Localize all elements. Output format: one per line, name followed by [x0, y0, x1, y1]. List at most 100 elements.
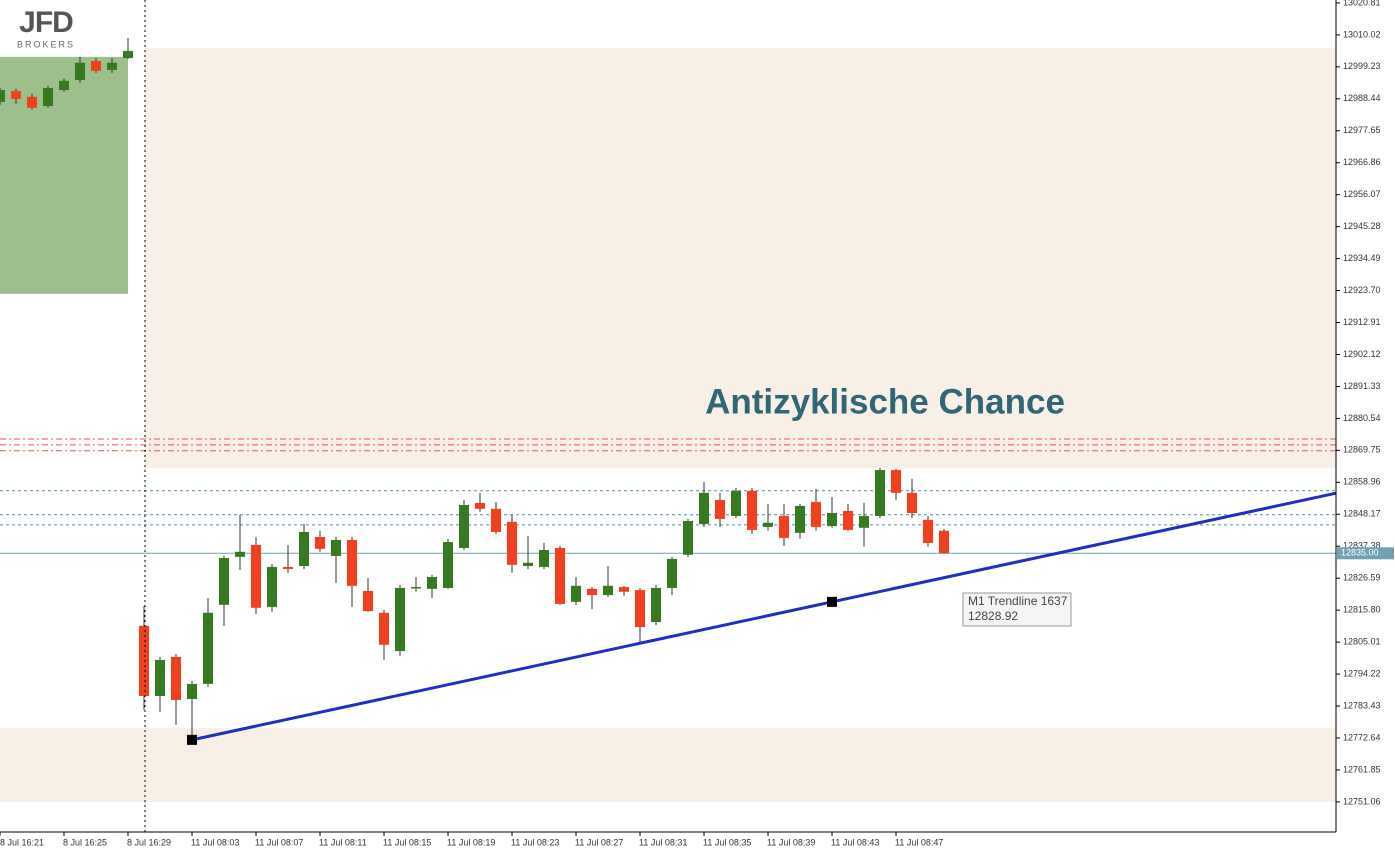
- candle-body: [699, 492, 709, 524]
- candle-body: [427, 576, 437, 589]
- candle-body: [315, 536, 325, 549]
- candle-body: [411, 587, 421, 589]
- candle-body: [875, 470, 885, 516]
- y-tick-label: 12761.85: [1343, 764, 1381, 774]
- candle-body: [475, 502, 485, 509]
- zone: [145, 47, 1336, 468]
- x-tick-label: 11 Jul 08:27: [575, 837, 623, 847]
- y-tick-label: 12783.43: [1343, 700, 1381, 710]
- y-tick-label: 12923.70: [1343, 285, 1381, 295]
- candle-body: [507, 521, 517, 565]
- trendline-name: M1 Trendline 1637: [968, 594, 1068, 608]
- candle-body: [283, 566, 293, 569]
- candle-body: [635, 590, 645, 628]
- y-tick-label: 13020.81: [1343, 0, 1381, 7]
- y-tick-label: 12837.38: [1343, 541, 1381, 551]
- candle-body: [27, 96, 37, 108]
- candle-body: [139, 625, 149, 697]
- y-tick-label: 12977.65: [1343, 125, 1381, 135]
- candle-body: [235, 551, 245, 557]
- candle-body: [523, 562, 533, 567]
- y-tick-label: 12945.28: [1343, 221, 1381, 231]
- candle-body: [763, 522, 773, 527]
- y-tick-label: 12999.23: [1343, 61, 1381, 71]
- y-tick-label: 12794.22: [1343, 668, 1381, 678]
- candle-body: [619, 587, 629, 592]
- trendline-anchor: [187, 734, 197, 745]
- logo-tagline: BROKERS: [17, 39, 75, 49]
- candle-body: [715, 499, 725, 519]
- x-tick-label: 11 Jul 08:11: [319, 837, 367, 847]
- candle-body: [731, 490, 741, 516]
- annotation: Antizyklische Chance: [705, 382, 1065, 421]
- x-tick-label: 11 Jul 08:23: [511, 837, 559, 847]
- y-tick-label: 12956.07: [1343, 189, 1381, 199]
- candle-body: [491, 508, 501, 532]
- candle-body: [667, 558, 677, 588]
- y-tick-label: 12902.12: [1343, 349, 1381, 359]
- candle-body: [187, 683, 197, 700]
- candle-body: [107, 62, 117, 70]
- candle-body: [267, 566, 277, 607]
- candle-body: [907, 492, 917, 514]
- trendline-anchor: [827, 596, 837, 607]
- trendline-value: 12828.92: [968, 609, 1018, 623]
- candle-body: [923, 519, 933, 543]
- x-tick-label: 11 Jul 08:19: [447, 837, 495, 847]
- candle-body: [939, 530, 949, 554]
- candle-body: [779, 515, 789, 538]
- candle-body: [219, 558, 229, 605]
- y-tick-label: 12966.86: [1343, 157, 1381, 167]
- candle-body: [75, 62, 85, 80]
- y-tick-label: 12934.49: [1343, 253, 1381, 263]
- candle-body: [651, 587, 661, 623]
- candle-body: [0, 90, 5, 102]
- y-tick-label: 12880.54: [1343, 413, 1381, 423]
- candle-body: [299, 531, 309, 567]
- y-tick-label: 12912.91: [1343, 317, 1381, 327]
- candle-body: [843, 510, 853, 530]
- x-tick-label: 8 Jul 16:21: [0, 837, 44, 847]
- zone: [0, 728, 1336, 802]
- candle-body: [747, 490, 757, 530]
- current-price-tag: [1337, 547, 1394, 560]
- candle-body: [587, 588, 597, 596]
- candle-body: [251, 544, 261, 608]
- candle-body: [539, 550, 549, 567]
- x-tick-label: 8 Jul 16:25: [63, 837, 107, 847]
- candle-body: [11, 90, 21, 99]
- candle-body: [379, 612, 389, 645]
- candle-body: [347, 539, 357, 586]
- zone: [0, 56, 128, 294]
- candle-body: [203, 612, 213, 684]
- trendline: [191, 491, 1337, 742]
- y-tick-label: 12826.59: [1343, 573, 1381, 583]
- candle-body: [59, 80, 69, 91]
- candle-body: [827, 513, 837, 527]
- candle-body: [331, 539, 341, 556]
- candle-body: [123, 50, 133, 59]
- trendline-label-box: [962, 592, 1072, 627]
- y-tick-label: 12891.33: [1343, 381, 1381, 391]
- candle-body: [683, 520, 693, 555]
- price-axis-bg: [1336, 0, 1395, 855]
- y-tick-label: 12988.44: [1343, 93, 1381, 103]
- y-tick-label: 12772.64: [1343, 732, 1381, 742]
- candle-body: [91, 61, 101, 71]
- y-tick-label: 12815.80: [1343, 605, 1381, 615]
- x-tick-label: 11 Jul 08:07: [255, 837, 303, 847]
- candle-body: [155, 659, 165, 697]
- current-price-label: 12835.00: [1341, 548, 1379, 558]
- candle-body: [43, 87, 53, 107]
- candle-body: [395, 587, 405, 652]
- x-tick-label: 11 Jul 08:47: [895, 837, 943, 847]
- logo-name: JFD: [19, 6, 73, 39]
- candle-body: [171, 656, 181, 700]
- x-tick-label: 8 Jul 16:29: [127, 837, 171, 847]
- y-tick-label: 12858.96: [1343, 477, 1381, 487]
- y-tick-label: 13010.02: [1343, 29, 1381, 39]
- candle-body: [603, 585, 613, 596]
